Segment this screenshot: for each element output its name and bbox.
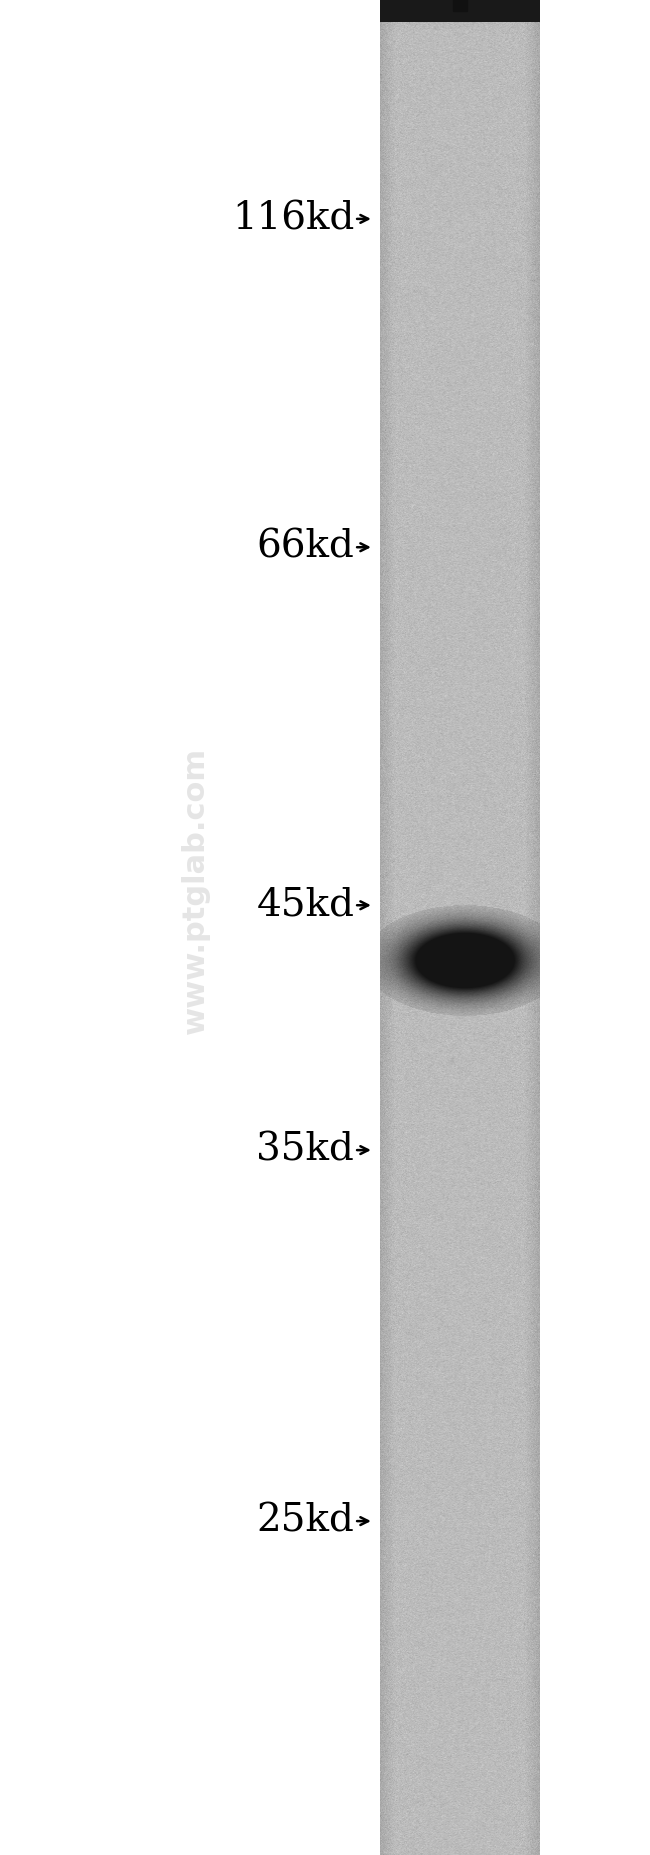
Text: www.ptglab.com: www.ptglab.com — [181, 748, 209, 1033]
Text: 35kd: 35kd — [256, 1132, 354, 1169]
Text: 66kd: 66kd — [256, 529, 354, 566]
Text: 45kd: 45kd — [256, 887, 354, 924]
Text: 25kd: 25kd — [256, 1503, 354, 1540]
Text: 116kd: 116kd — [232, 200, 354, 237]
